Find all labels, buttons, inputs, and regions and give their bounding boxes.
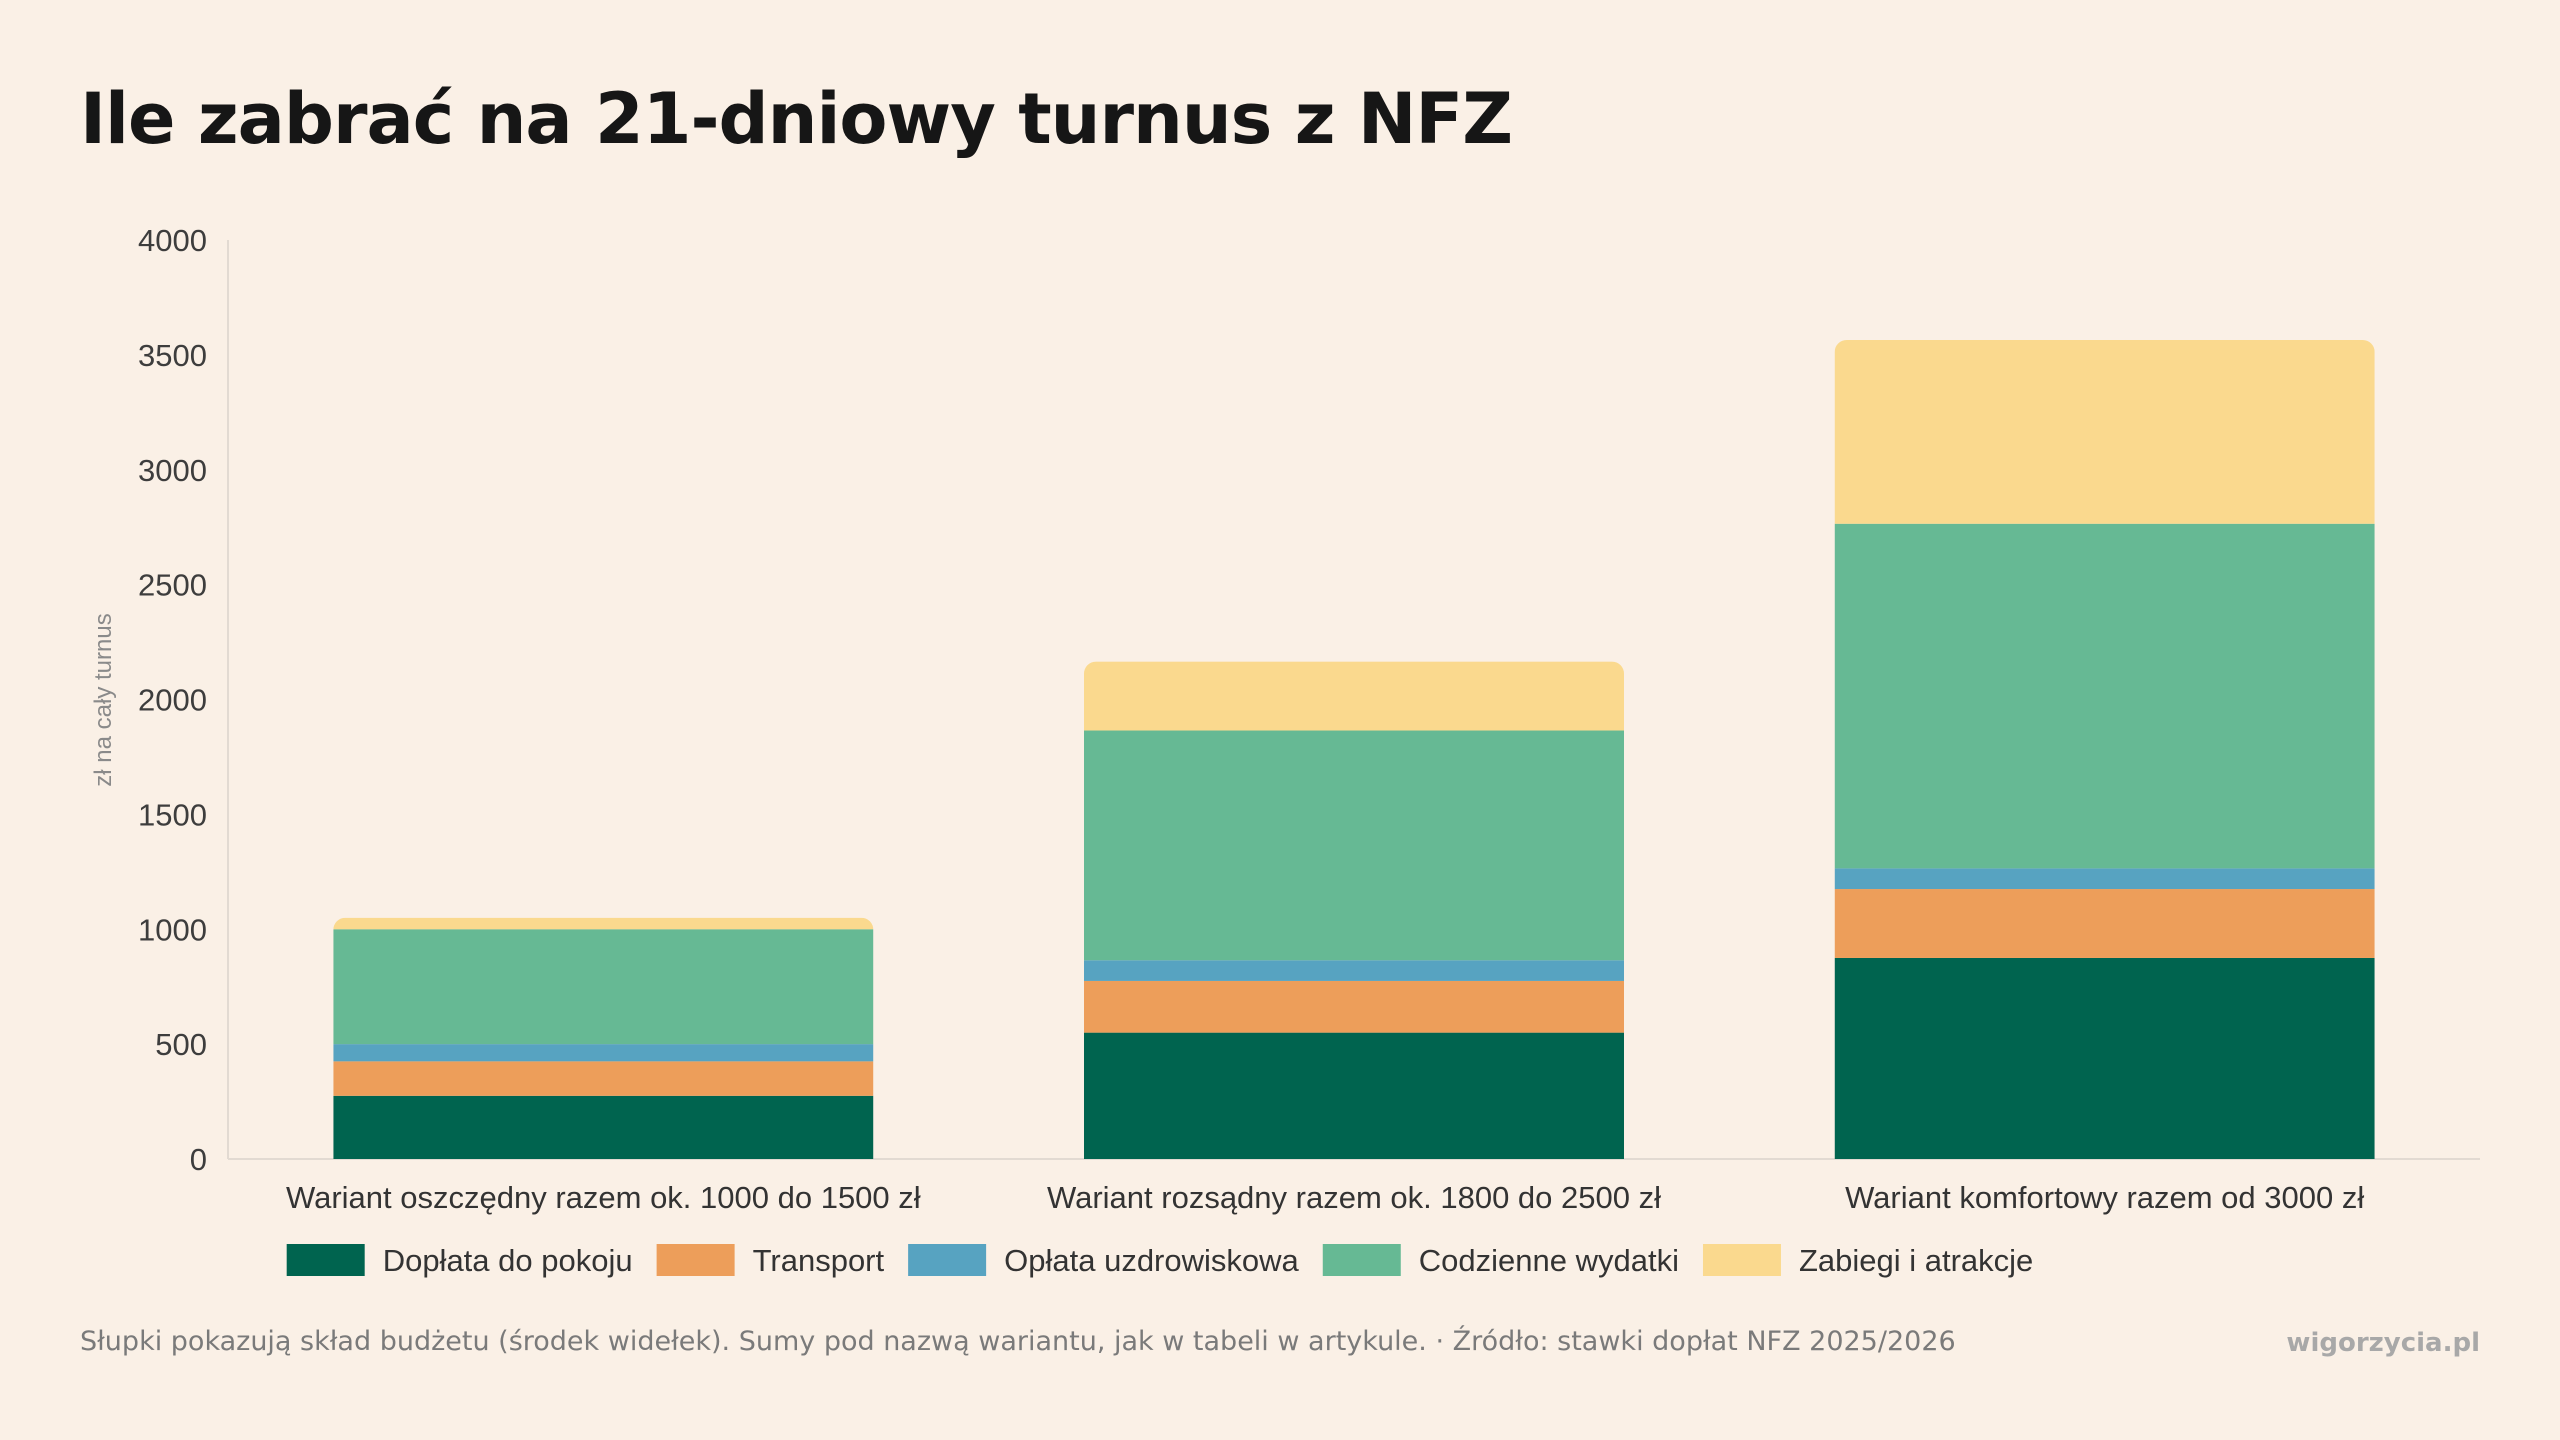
bar-segment-transport — [1834, 889, 2375, 958]
y-tick-label: 4000 — [138, 223, 207, 258]
legend-label: Codzienne wydatki — [1419, 1243, 1679, 1278]
y-tick-label: 3500 — [138, 338, 207, 373]
y-axis-label: zł na cały turnus — [90, 613, 117, 786]
legend-swatch — [656, 1244, 735, 1276]
bars — [333, 339, 2375, 1159]
legend-swatch — [1702, 1244, 1781, 1276]
bar-segment-transport — [333, 1061, 874, 1096]
x-axis: Wariant oszczędny razem ok. 1000 do 1500… — [286, 1180, 2364, 1215]
brand-label: wigorzycia.pl — [2286, 1328, 2480, 1358]
bar-segment-opłata-uzdrowiskowa — [1084, 960, 1624, 981]
bar-stack — [1084, 661, 1624, 1159]
x-tick-label: Wariant oszczędny razem ok. 1000 do 1500… — [286, 1180, 921, 1215]
y-tick-label: 3000 — [138, 453, 207, 488]
footer-note: Słupki pokazują skład budżetu (środek wi… — [80, 1326, 1956, 1357]
legend-item: Codzienne wydatki — [1322, 1243, 1679, 1278]
bar-segment-zabiegi-i-atrakcje — [1084, 661, 1624, 731]
bar-segment-codzienne-wydatki — [1084, 730, 1624, 961]
bar-segment-dopłata-do-pokoju — [1834, 957, 2375, 1159]
y-tick-label: 500 — [155, 1027, 207, 1062]
bar-segment-dopłata-do-pokoju — [1084, 1032, 1624, 1159]
legend: Dopłata do pokoju Transport Opłata uzdrowi… — [286, 1243, 2033, 1278]
bar-segment-zabiegi-i-atrakcje — [333, 917, 874, 930]
bar-segment-opłata-uzdrowiskowa — [333, 1044, 874, 1062]
x-tick-label: Wariant rozsądny razem ok. 1800 do 2500 … — [1047, 1180, 1661, 1215]
bar-stack — [1834, 339, 2375, 1159]
legend-label: Zabiegi i atrakcje — [1799, 1243, 2033, 1278]
legend-label: Transport — [753, 1243, 885, 1278]
y-tick-label: 2000 — [138, 683, 207, 718]
legend-swatch — [908, 1244, 987, 1276]
bar-segment-codzienne-wydatki — [333, 929, 874, 1045]
bar-segment-codzienne-wydatki — [1834, 523, 2375, 869]
legend-item: Opłata uzdrowiskowa — [908, 1243, 1300, 1278]
y-tick-label: 2500 — [138, 568, 207, 603]
legend-item: Dopłata do pokoju — [286, 1243, 633, 1278]
y-tick-label: 0 — [190, 1142, 207, 1177]
chart-title: Ile zabrać na 21-dniowy turnus z NFZ — [80, 78, 1513, 160]
bar-segment-opłata-uzdrowiskowa — [1834, 868, 2375, 890]
bar-segment-zabiegi-i-atrakcje — [1834, 339, 2375, 524]
legend-item: Zabiegi i atrakcje — [1702, 1243, 2033, 1278]
legend-label: Opłata uzdrowiskowa — [1004, 1243, 1299, 1278]
legend-label: Dopłata do pokoju — [383, 1243, 633, 1278]
bar-segment-transport — [1084, 980, 1624, 1033]
y-tick-label: 1500 — [138, 797, 207, 832]
bar-segment-dopłata-do-pokoju — [333, 1095, 874, 1159]
legend-swatch — [1322, 1244, 1401, 1276]
bar-stack — [333, 917, 874, 1159]
x-tick-label: Wariant komfortowy razem od 3000 zł — [1845, 1180, 2364, 1215]
y-tick-label: 1000 — [138, 912, 207, 947]
legend-swatch — [286, 1244, 365, 1276]
legend-item: Transport — [656, 1243, 885, 1278]
